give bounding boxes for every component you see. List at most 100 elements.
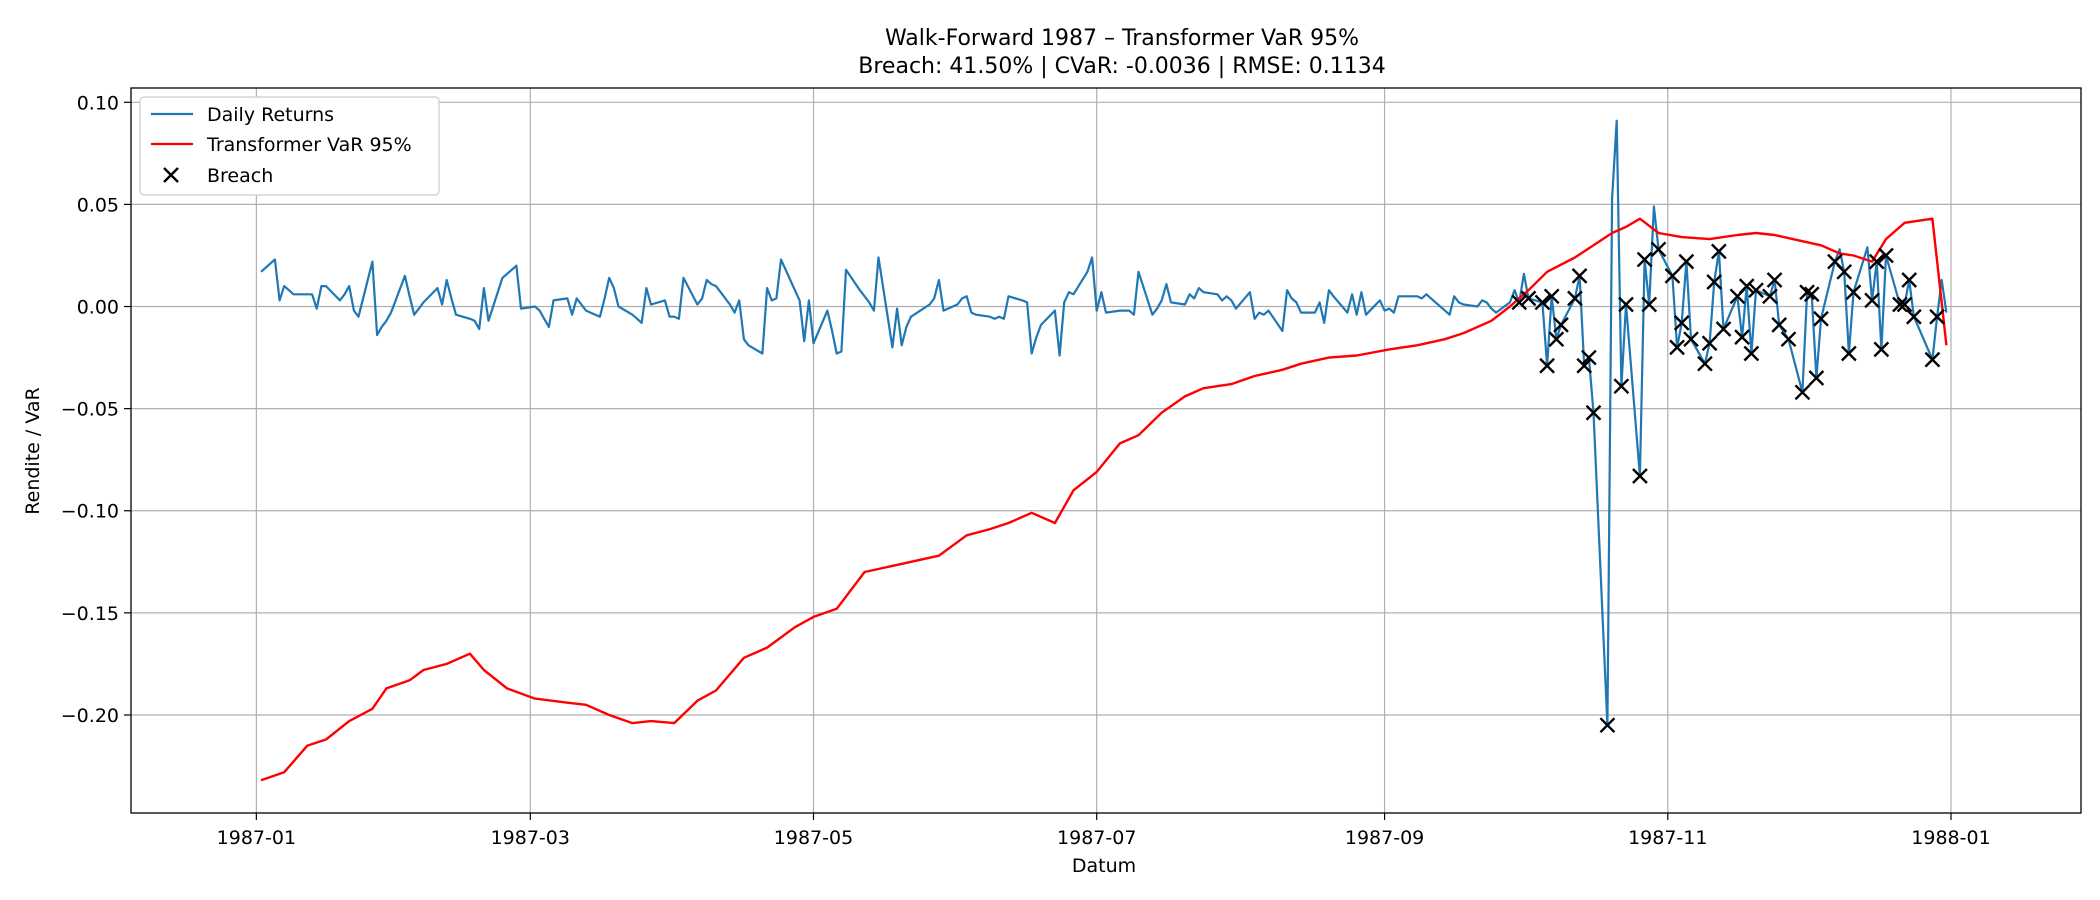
breach-marker-stroke: [1711, 243, 1727, 260]
breach-marker-stroke: [1836, 263, 1853, 280]
breach-marker: [1906, 308, 1922, 325]
breach-marker: [1673, 315, 1690, 331]
breach-marker: [1896, 296, 1913, 313]
y-tick-label: −0.05: [61, 399, 119, 421]
breach-marker-stroke: [1748, 282, 1764, 299]
breach-marker-stroke: [1669, 339, 1685, 356]
breach-marker: [1836, 263, 1853, 280]
breach-marker-stroke: [1827, 253, 1843, 270]
breach-marker-stroke: [1664, 268, 1681, 284]
y-axis: 0.10 0.05 0.00 −0.05 −0.10 −0.15 −0.20: [61, 92, 131, 727]
breach-marker-stroke: [1618, 296, 1634, 313]
breach-marker-stroke: [1924, 351, 1941, 368]
breach-marker: [1924, 351, 1941, 368]
breach-marker: [1599, 717, 1616, 734]
breach-marker: [1697, 355, 1713, 372]
breach-marker: [1581, 349, 1597, 366]
var-line: [260, 217, 1948, 782]
breach-marker: [1701, 335, 1718, 352]
breach-marker-stroke: [1868, 253, 1885, 270]
breach-marker: [1711, 243, 1727, 260]
breach-marker: [1641, 296, 1658, 313]
x-axis-label: Datum: [1072, 855, 1136, 877]
y-tick-label: −0.15: [61, 603, 119, 625]
breach-marker-stroke: [1906, 308, 1922, 325]
y-tick-label: 0.00: [77, 297, 119, 319]
breach-marker-stroke: [1683, 331, 1699, 348]
legend-box: [139, 96, 440, 196]
breach-marker: [1534, 294, 1551, 311]
x-tick-label: 1987-07: [1057, 827, 1136, 849]
breach-marker: [1539, 357, 1555, 374]
breach-marker: [1864, 292, 1880, 309]
breach-marker-stroke: [1799, 284, 1815, 301]
breach-marker: [1632, 468, 1648, 484]
breach-marker: [1548, 331, 1565, 348]
y-tick-label: 0.05: [77, 194, 119, 216]
breach-marker-stroke: [1813, 310, 1829, 327]
breach-marker-stroke: [1697, 355, 1713, 372]
breach-marker-stroke: [1543, 288, 1560, 305]
y-axis-label: Rendite / VaR: [22, 387, 44, 514]
grid: [131, 88, 2081, 813]
breach-marker: [1613, 378, 1630, 395]
breach-marker-stroke: [1520, 290, 1537, 307]
y-tick-label: −0.10: [61, 501, 119, 523]
breach-marker: [1762, 288, 1778, 305]
breach-marker: [1571, 268, 1588, 284]
breach-marker: [1650, 241, 1667, 258]
breach-marker: [1813, 310, 1829, 327]
breach-marker-stroke: [1901, 272, 1918, 288]
x-tick-label: 1987-09: [1345, 827, 1424, 849]
breach-marker-stroke: [1534, 294, 1551, 311]
legend-breach-label: Breach: [207, 165, 273, 187]
breach-marker: [1748, 282, 1764, 299]
breach-marker-stroke: [1632, 468, 1648, 484]
legend-var-label: Transformer VaR 95%: [206, 134, 412, 156]
breach-marker-stroke: [1567, 290, 1583, 307]
breach-marker: [1794, 384, 1811, 401]
breach-marker: [1511, 294, 1528, 311]
breach-marker-stroke: [1599, 717, 1616, 734]
x-tick-label: 1987-03: [491, 827, 570, 849]
breach-marker: [1683, 331, 1699, 348]
breach-marker-stroke: [1845, 284, 1862, 301]
x-tick-label: 1987-11: [1628, 827, 1707, 849]
breach-marker: [1766, 272, 1783, 288]
breach-marker: [1553, 317, 1569, 333]
breach-marker-stroke: [1878, 247, 1894, 264]
x-axis: 1987-01 1987-03 1987-05 1987-07 1987-09 1987-…: [217, 813, 1991, 849]
breach-marker: [1873, 341, 1890, 358]
breach-marker: [1706, 274, 1723, 290]
breach-marker-stroke: [1841, 345, 1857, 362]
breach-marker: [1808, 370, 1825, 386]
breach-marker: [1734, 329, 1750, 346]
breach-marker-stroke: [1715, 321, 1732, 337]
y-tick-label: 0.10: [77, 92, 119, 114]
breach-marker: [1636, 251, 1653, 268]
breach-marker: [1576, 357, 1593, 374]
daily-returns-line: [260, 119, 1948, 727]
breach-marker: [1585, 404, 1602, 421]
x-tick-label: 1987-05: [774, 827, 853, 849]
breach-marker-stroke: [1576, 357, 1593, 374]
y-tick-label: −0.20: [61, 705, 119, 727]
breach-marker: [1780, 331, 1797, 348]
breach-marker-stroke: [1548, 331, 1565, 348]
breach-marker-stroke: [1780, 331, 1797, 348]
breach-marker: [1543, 288, 1560, 305]
breach-marker-stroke: [1734, 329, 1750, 346]
breach-marker-stroke: [1650, 241, 1667, 258]
breach-marker-stroke: [1636, 251, 1653, 268]
breach-marker-stroke: [1678, 253, 1695, 270]
breach-marker: [1520, 290, 1537, 307]
breach-marker-stroke: [1794, 384, 1811, 401]
breach-marker-stroke: [1771, 317, 1788, 333]
breach-marker: [1799, 284, 1815, 301]
breach-marker: [1901, 272, 1918, 288]
breach-marker-stroke: [1706, 274, 1723, 290]
plot-area: [260, 119, 1948, 782]
breach-marker-stroke: [1511, 294, 1528, 311]
breach-marker-stroke: [1929, 308, 1945, 325]
